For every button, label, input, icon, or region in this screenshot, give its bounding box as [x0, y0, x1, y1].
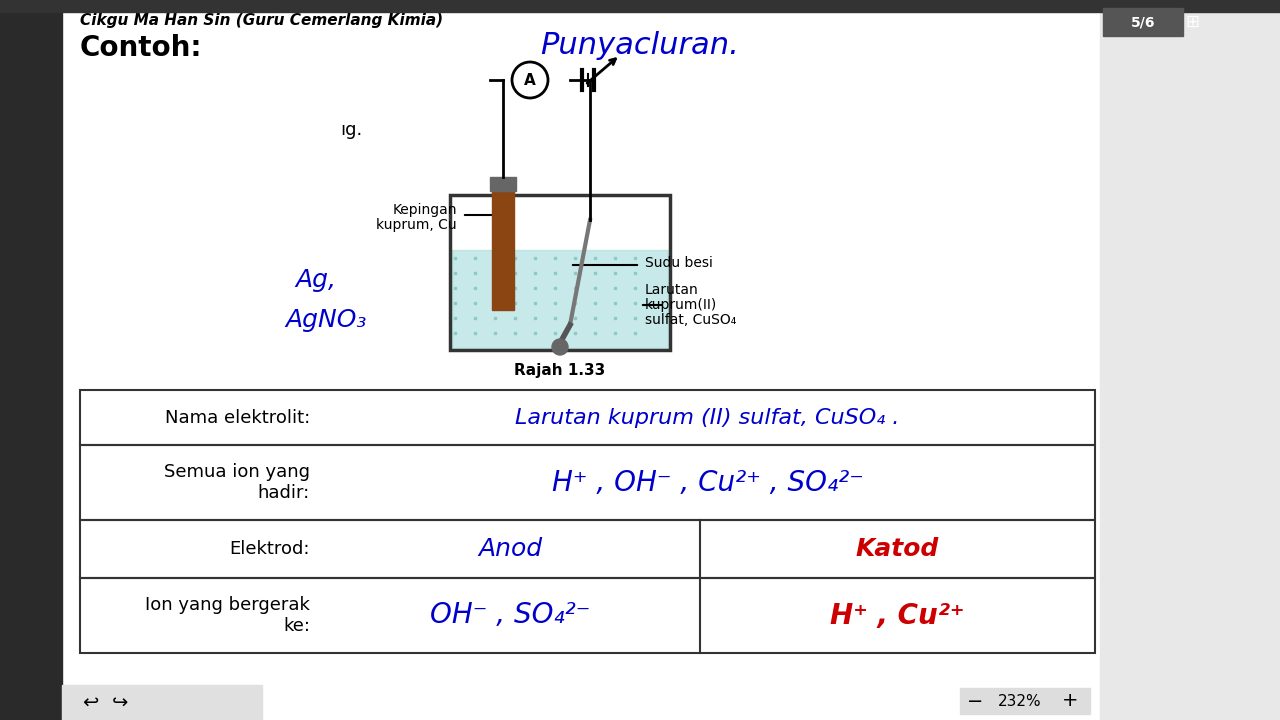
Text: Kepingan: Kepingan	[393, 203, 457, 217]
Text: +: +	[1061, 691, 1078, 711]
Text: Semua ion yang
hadir:: Semua ion yang hadir:	[164, 463, 310, 502]
Text: Anod: Anod	[477, 537, 541, 561]
Text: A: A	[524, 73, 536, 88]
Bar	[1103, 8, 1183, 36]
Text: Larutan kuprum (II) sulfat, CuSO₄ .: Larutan kuprum (II) sulfat, CuSO₄ .	[516, 408, 900, 428]
Bar	[79, 445, 1094, 520]
Text: H⁺ , Cu²⁺: H⁺ , Cu²⁺	[831, 601, 965, 629]
Bar	[492, 185, 515, 310]
Text: ↩: ↩	[82, 693, 99, 711]
Text: H⁺ , OH⁻ , Cu²⁺ , SO₄²⁻: H⁺ , OH⁻ , Cu²⁺ , SO₄²⁻	[552, 469, 864, 497]
Bar	[451, 195, 669, 350]
Text: ⊞: ⊞	[1185, 13, 1199, 31]
Text: Punyacluran.: Punyacluran.	[540, 30, 740, 60]
Text: ıg.: ıg.	[340, 121, 362, 139]
Text: Contoh:: Contoh:	[79, 34, 202, 62]
Text: Rajah 1.33: Rajah 1.33	[515, 362, 605, 377]
Text: Larutan: Larutan	[645, 283, 699, 297]
Text: sulfat, CuSO₄: sulfat, CuSO₄	[645, 313, 736, 327]
Text: kuprum(II): kuprum(II)	[645, 298, 717, 312]
Text: AgNO₃: AgNO₃	[285, 308, 366, 332]
Text: OH⁻ , SO₄²⁻: OH⁻ , SO₄²⁻	[430, 601, 590, 629]
Text: Nama elektrolit:: Nama elektrolit:	[165, 408, 310, 426]
Bar	[79, 520, 1094, 578]
Bar	[79, 390, 1094, 445]
Bar	[0, 0, 1280, 12]
Text: −: −	[966, 691, 983, 711]
Bar	[0, 0, 61, 720]
Bar	[1100, 0, 1280, 720]
Text: Katod: Katod	[856, 537, 940, 561]
Bar	[490, 177, 516, 191]
Text: Ag,: Ag,	[294, 268, 335, 292]
Text: Sudu besi: Sudu besi	[645, 256, 713, 270]
Text: Elektrod:: Elektrod:	[229, 540, 310, 558]
Text: 5/6: 5/6	[1130, 15, 1156, 29]
Text: Cikgu Ma Han Sin (Guru Cemerlang Kimia): Cikgu Ma Han Sin (Guru Cemerlang Kimia)	[79, 12, 443, 27]
Text: 232%: 232%	[998, 693, 1042, 708]
Text: kuprum, Cu: kuprum, Cu	[376, 218, 457, 232]
Circle shape	[552, 339, 568, 355]
Bar	[79, 578, 1094, 653]
Bar	[960, 688, 1091, 714]
Bar	[452, 250, 668, 348]
Text: Ion yang bergerak
ke:: Ion yang bergerak ke:	[145, 596, 310, 635]
Bar	[61, 685, 262, 720]
Text: ↪: ↪	[111, 693, 128, 711]
